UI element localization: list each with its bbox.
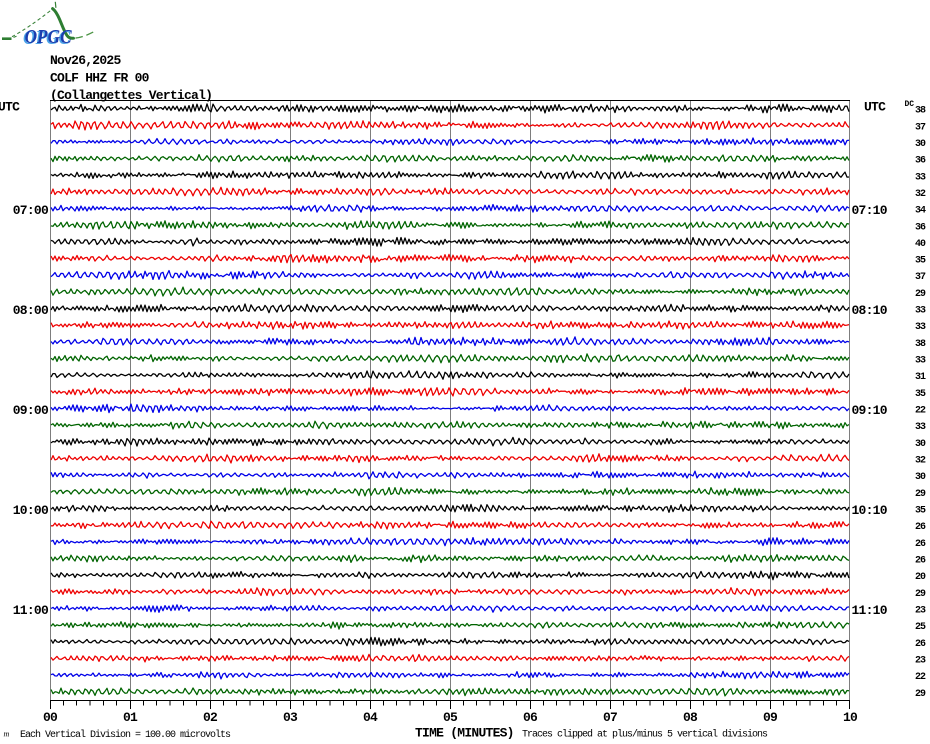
svg-text:08:10: 08:10 xyxy=(852,303,888,318)
svg-text:09: 09 xyxy=(763,710,778,725)
svg-text:06: 06 xyxy=(523,710,538,725)
svg-text:22: 22 xyxy=(915,672,926,683)
svg-text:OPGC: OPGC xyxy=(25,26,73,48)
svg-text:01: 01 xyxy=(123,710,138,725)
svg-text:11:10: 11:10 xyxy=(852,603,888,618)
svg-text:33: 33 xyxy=(915,172,926,183)
svg-text:33: 33 xyxy=(915,356,926,367)
svg-text:07:00: 07:00 xyxy=(13,203,49,218)
svg-text:35: 35 xyxy=(915,256,926,267)
svg-text:07:10: 07:10 xyxy=(852,203,888,218)
svg-text:04: 04 xyxy=(363,710,378,725)
svg-text:33: 33 xyxy=(915,322,926,333)
svg-text:34: 34 xyxy=(915,206,926,217)
svg-text:26: 26 xyxy=(915,522,926,533)
svg-text:DC: DC xyxy=(905,100,915,109)
svg-text:00: 00 xyxy=(43,710,58,725)
svg-text:10:00: 10:00 xyxy=(13,503,49,518)
svg-text:UTC: UTC xyxy=(864,100,886,115)
svg-text:22: 22 xyxy=(915,406,926,417)
svg-text:30: 30 xyxy=(915,139,926,150)
svg-text:40: 40 xyxy=(915,239,926,250)
svg-text:08:00: 08:00 xyxy=(13,303,49,318)
svg-text:26: 26 xyxy=(915,639,926,650)
svg-text:20: 20 xyxy=(915,572,926,583)
svg-text:37: 37 xyxy=(915,122,926,133)
svg-text:23: 23 xyxy=(915,606,926,617)
svg-text:10: 10 xyxy=(843,710,858,725)
svg-text:32: 32 xyxy=(915,456,926,467)
svg-text:02: 02 xyxy=(203,710,218,725)
svg-text:29: 29 xyxy=(915,289,926,300)
svg-text:08: 08 xyxy=(683,710,698,725)
svg-text:OPGC: OPGC xyxy=(23,27,71,49)
svg-text:(Collangettes Vertical): (Collangettes Vertical) xyxy=(50,88,212,103)
svg-text:09:10: 09:10 xyxy=(852,403,888,418)
svg-text:33: 33 xyxy=(915,306,926,317)
svg-text:33: 33 xyxy=(915,422,926,433)
svg-text:03: 03 xyxy=(283,710,298,725)
svg-text:38: 38 xyxy=(915,106,926,117)
svg-text:09:00: 09:00 xyxy=(13,403,49,418)
svg-text:Nov26,2025: Nov26,2025 xyxy=(50,53,121,68)
svg-text:Traces clipped at plus/minus 5: Traces clipped at plus/minus 5 vertical … xyxy=(522,729,768,741)
svg-text:37: 37 xyxy=(915,272,926,283)
svg-text:05: 05 xyxy=(443,710,458,725)
svg-text:30: 30 xyxy=(915,439,926,450)
svg-text:36: 36 xyxy=(915,222,926,233)
svg-text:31: 31 xyxy=(915,372,926,383)
svg-text:26: 26 xyxy=(915,556,926,567)
svg-text:UTC: UTC xyxy=(0,100,20,115)
svg-text:10:10: 10:10 xyxy=(852,503,888,518)
svg-text:29: 29 xyxy=(915,589,926,600)
svg-text:38: 38 xyxy=(915,339,926,350)
svg-text:29: 29 xyxy=(915,489,926,500)
svg-text:COLF HHZ FR 00: COLF HHZ FR 00 xyxy=(50,71,150,86)
svg-text:36: 36 xyxy=(915,156,926,167)
svg-text:32: 32 xyxy=(915,189,926,200)
svg-text:26: 26 xyxy=(915,539,926,550)
svg-text:29: 29 xyxy=(915,689,926,700)
svg-text:Each Vertical Division = 100.: Each Vertical Division = 100.00 microvol… xyxy=(20,729,231,741)
svg-text:23: 23 xyxy=(915,656,926,667)
svg-text:35: 35 xyxy=(915,506,926,517)
svg-text:25: 25 xyxy=(915,622,926,633)
svg-text:07: 07 xyxy=(603,710,617,725)
svg-text:11:00: 11:00 xyxy=(13,603,49,618)
svg-text:30: 30 xyxy=(915,472,926,483)
svg-text:35: 35 xyxy=(915,389,926,400)
svg-text:TIME (MINUTES): TIME (MINUTES) xyxy=(415,726,514,741)
svg-text:m: m xyxy=(4,730,10,739)
